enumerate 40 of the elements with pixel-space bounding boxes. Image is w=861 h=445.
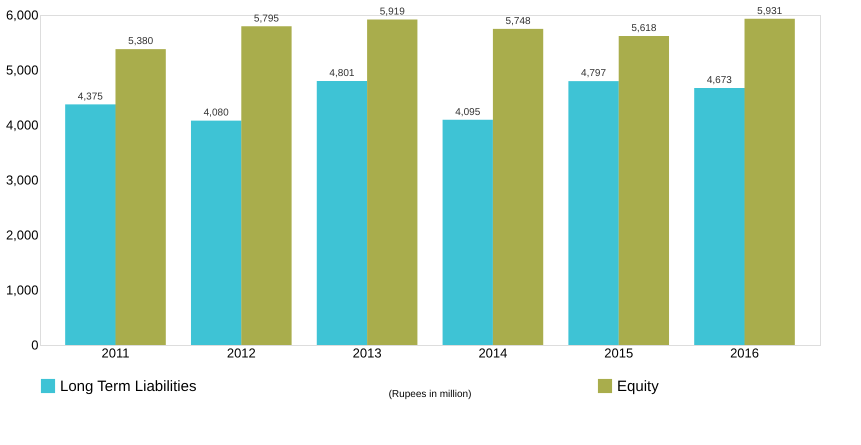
x-tick-label: 2015 — [604, 346, 634, 360]
text: (Rupees in million) — [388, 389, 472, 400]
data-label: 4,673 — [706, 74, 732, 86]
x-tick-label: 2013 — [352, 346, 382, 360]
data-label: 5,795 — [254, 13, 280, 24]
legend-label: Equity — [617, 378, 660, 395]
data-label: 4,375 — [78, 91, 104, 102]
data-label: 4,080 — [204, 108, 230, 119]
bar — [65, 104, 116, 345]
x-tick-label: 2014 — [478, 346, 508, 360]
bar — [190, 120, 242, 345]
y-tick-label: 3,000 — [6, 172, 38, 188]
legend-label: Long Term Liabilities — [60, 378, 196, 395]
bar — [316, 80, 368, 345]
data-label: 5,618 — [631, 23, 657, 34]
data-label: 5,380 — [128, 36, 154, 48]
bar — [744, 18, 795, 345]
y-tick-label: 6,000 — [6, 8, 38, 22]
bar — [568, 81, 619, 345]
data-label: 5,919 — [380, 6, 406, 18]
data-label: 4,095 — [455, 106, 481, 118]
bar — [492, 28, 544, 345]
y-tick-label: 4,000 — [6, 118, 38, 132]
y-tick-label: 2,000 — [6, 228, 38, 242]
data-label: 4,797 — [581, 68, 606, 80]
y-tick-label: 0 — [31, 338, 38, 352]
bar — [367, 19, 418, 345]
x-tick-label: 2011 — [102, 346, 130, 360]
y-tick-label: 5,000 — [6, 62, 38, 78]
data-label: 4,801 — [329, 68, 355, 79]
x-tick-label: 2016 — [730, 346, 759, 360]
bar — [442, 120, 493, 345]
x-tick-label: 2012 — [226, 346, 256, 360]
data-label: 5,931 — [757, 6, 783, 17]
bar — [618, 36, 670, 345]
bar — [694, 88, 745, 345]
bar — [115, 49, 166, 345]
data-label: 5,748 — [506, 16, 532, 27]
bar — [241, 26, 292, 345]
y-tick-label: 1,000 — [6, 282, 38, 298]
